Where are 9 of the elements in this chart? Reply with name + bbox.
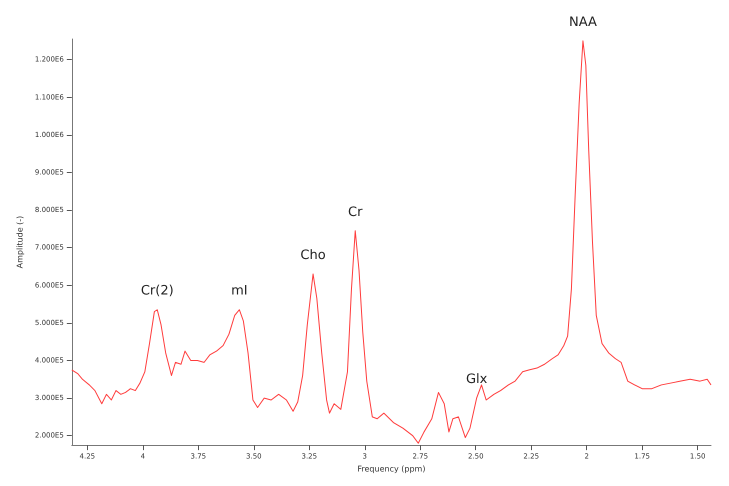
y-axis-title: Amplitude (-) (16, 216, 24, 268)
x-axis-title: Frequency (ppm) (357, 464, 426, 474)
annotation: Cr(2) (140, 284, 174, 299)
annotation: Cho (300, 248, 326, 264)
annotation: NAA (569, 14, 597, 30)
annotation: Glx (466, 372, 488, 388)
annotation: mI (231, 284, 248, 299)
line-series (71, 40, 712, 444)
annotation: Cr (348, 204, 364, 220)
